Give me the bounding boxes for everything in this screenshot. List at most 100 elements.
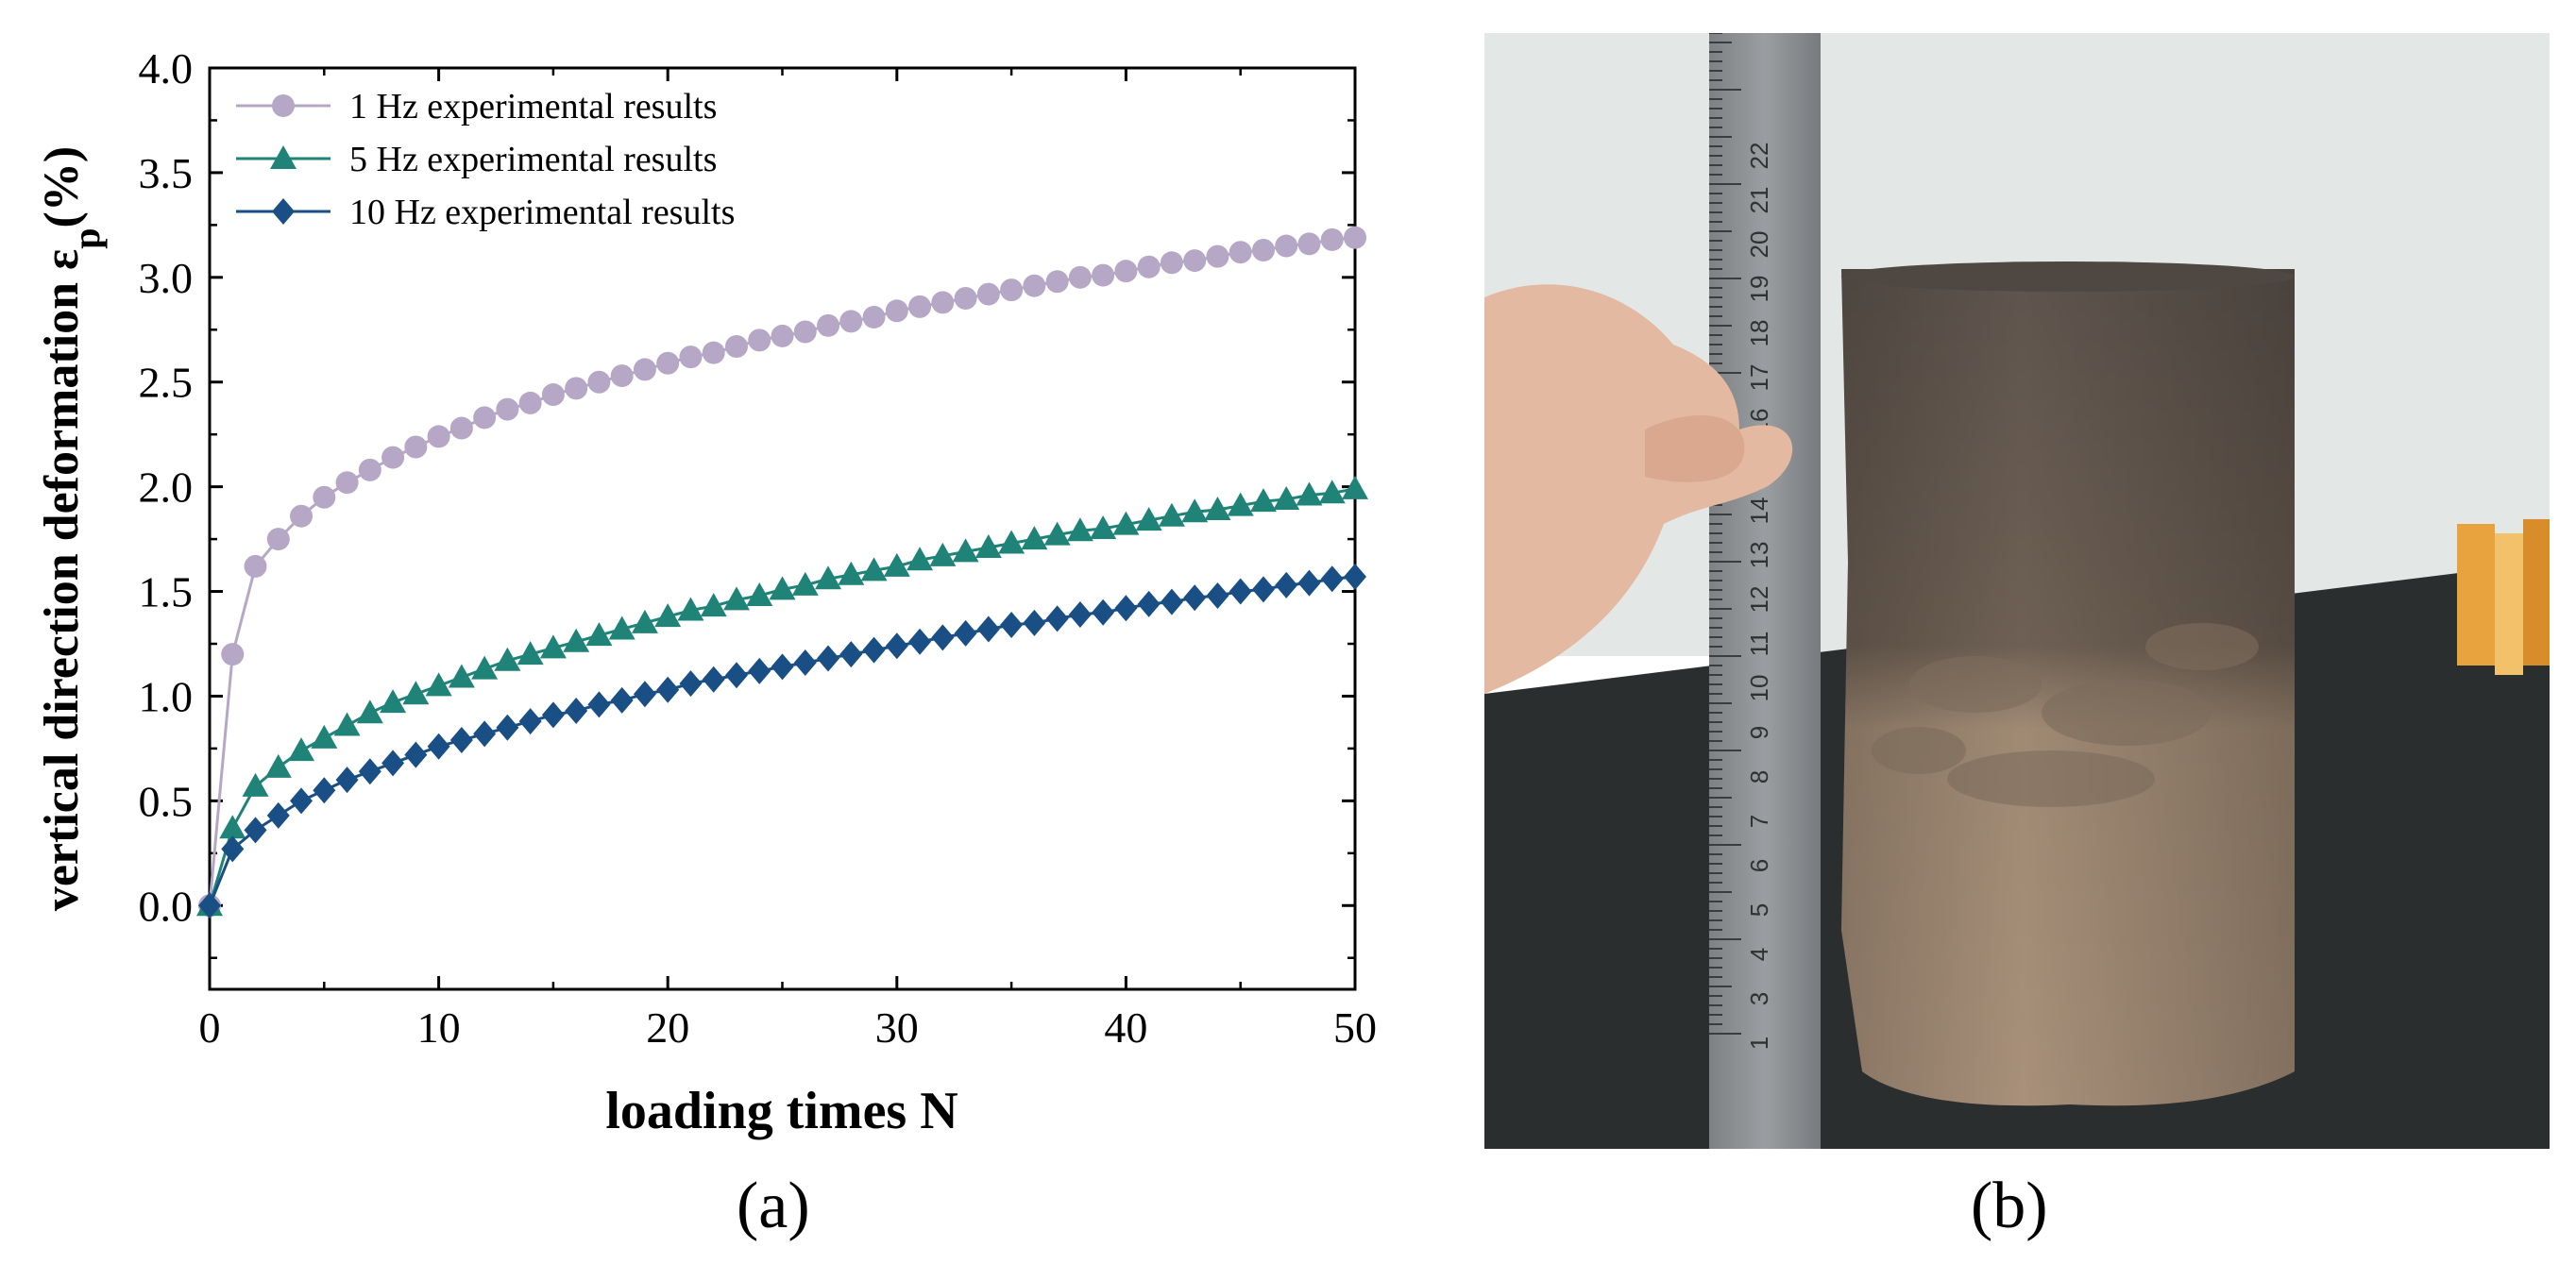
data-point [654,603,682,628]
x-tick-label: 10 [417,1003,461,1052]
y-tick-label: 2.5 [139,359,194,407]
ruler-number: 6 [1745,859,1773,872]
data-point [1021,526,1048,550]
data-point [1000,612,1024,639]
data-point [702,341,725,364]
data-point [931,624,955,651]
data-point [1160,251,1183,275]
data-point [221,835,245,863]
data-point [1229,578,1252,605]
data-point [1206,244,1229,268]
data-point [700,593,727,617]
y-axis-label-sub: p [65,228,108,248]
data-point [862,305,886,329]
data-point [425,672,452,697]
data-point [954,619,977,647]
data-point [1183,584,1207,612]
data-point [313,777,336,804]
data-point [817,645,840,672]
data-point [746,581,773,606]
data-point [1320,228,1344,251]
data-point [677,597,704,621]
data-point [931,291,955,314]
series-triangle [196,475,1368,917]
data-point [1090,515,1117,539]
data-point [539,634,567,659]
data-point [565,377,588,400]
data-point [496,714,519,741]
data-point [518,708,542,735]
data-point [335,767,359,794]
ruler-number: 13 [1745,542,1773,569]
soil-sample-top [1841,261,2295,292]
data-point [1043,521,1071,546]
y-tick-label: 3.0 [139,254,194,302]
legend-marker [272,198,295,225]
x-tick-label: 50 [1333,1003,1377,1052]
data-point [1000,278,1024,302]
x-axis-label: loading times N [605,1082,958,1140]
panel-a-label: (a) [737,1170,810,1242]
data-point [610,686,634,714]
chart-series [196,226,1368,919]
legend-label: 5 Hz experimental results [349,140,717,179]
data-point [290,787,314,815]
ruler-number: 7 [1745,815,1773,828]
data-point [1181,498,1209,523]
data-point [473,720,497,748]
data-point [656,676,680,703]
data-point [885,632,908,660]
data-point [381,750,405,777]
ruler-number: 10 [1745,675,1773,702]
ruler-number: 17 [1745,364,1773,392]
data-point [1297,232,1321,256]
x-tick-label: 30 [875,1003,919,1052]
data-point [908,628,932,655]
data-point [1297,569,1321,597]
deformation-chart: 0 10 20 30 40 50 0.0 0.5 1.0 1.5 2.0 2.5 3.0 3.5 4.0 1… [35,44,1377,1140]
data-point [244,554,267,578]
legend-label: 10 Hz experimental results [349,193,735,232]
data-point [633,681,656,708]
data-point [541,701,565,729]
data-point [402,681,430,705]
data-point [290,504,314,528]
data-point [1135,507,1162,531]
data-point [1092,263,1115,287]
data-point [1342,475,1368,499]
y-axis-label-main: vertical direction deformation ε [35,249,89,911]
data-point [335,471,359,495]
x-tick-label: 40 [1104,1003,1147,1052]
data-point [724,662,748,689]
data-point [242,772,269,797]
legend-marker [270,145,297,169]
data-point [791,571,819,596]
ruler-number: 20 [1745,231,1773,259]
data-point [1160,588,1183,615]
y-tick-label: 0.5 [139,777,194,825]
ruler-number: 1 [1745,1036,1773,1050]
data-point [793,649,817,676]
data-point [1068,600,1092,628]
data-point [404,741,428,768]
ruler-number: 11 [1745,632,1773,657]
data-point [608,615,636,640]
data-point [449,727,473,754]
x-tick-label: 20 [646,1003,689,1052]
data-point [1045,270,1069,294]
data-point [952,538,979,563]
legend-label: 1 Hz experimental results [349,87,717,126]
data-point [748,657,771,684]
data-point [587,691,611,718]
data-point [976,282,1000,306]
data-point [381,446,405,469]
data-point [1344,564,1366,591]
data-point [494,647,521,671]
data-point [885,299,908,323]
data-point [448,664,475,688]
ruler-number: 19 [1745,276,1773,303]
data-point [565,697,588,724]
data-point [1204,497,1231,521]
y-tick-label: 3.5 [139,149,194,197]
y-axis-label: vertical direction deformation εp(%) [35,146,108,911]
